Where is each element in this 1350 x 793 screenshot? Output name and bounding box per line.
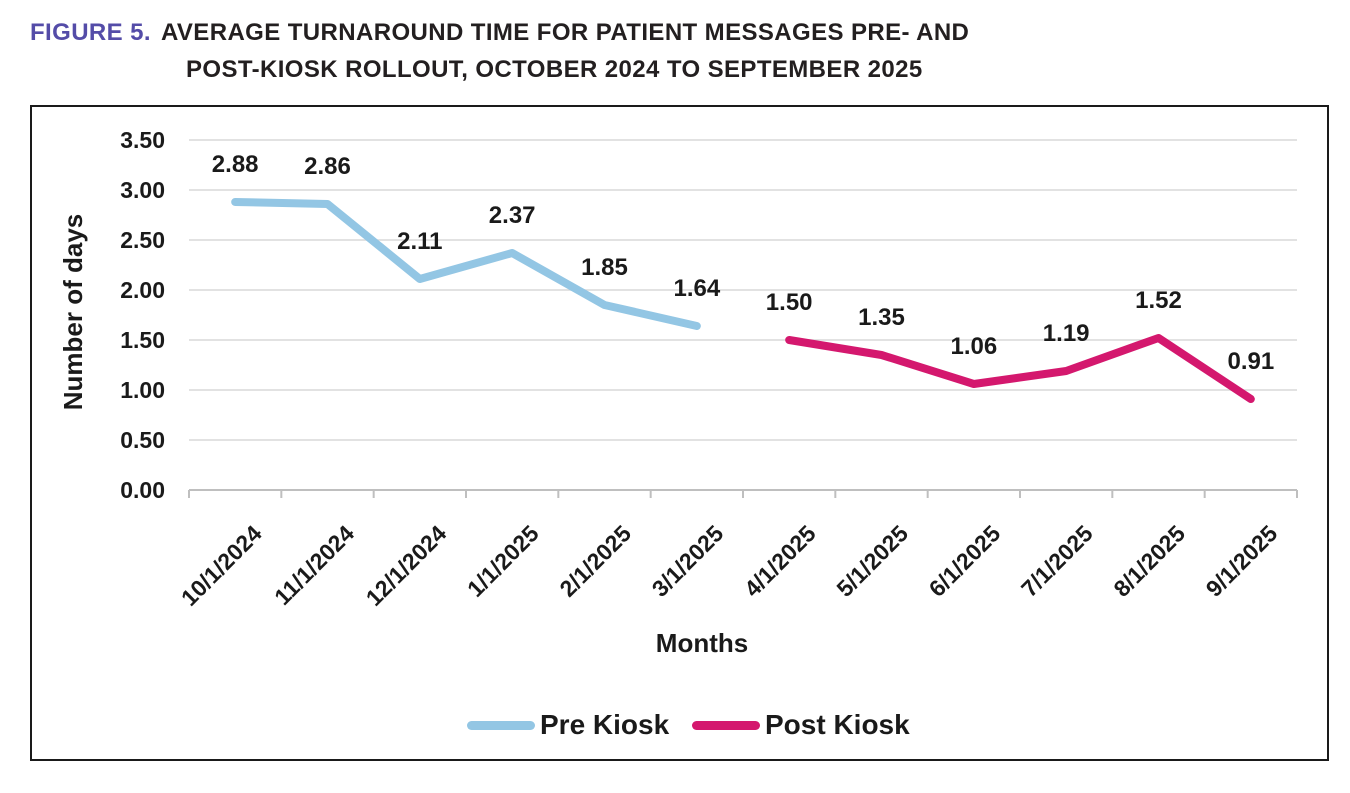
data-point-label: 0.91 <box>1227 348 1274 375</box>
figure-title-text: AVERAGE TURNAROUND TIME FOR PATIENT MESS… <box>160 19 970 46</box>
data-point-label: 1.35 <box>858 304 905 331</box>
data-point-label: 2.88 <box>212 151 259 178</box>
x-tick-label: 1/1/2025 <box>462 520 544 602</box>
x-tick-label: 7/1/2025 <box>1016 520 1098 602</box>
y-tick-label: 1.50 <box>120 327 165 353</box>
x-tick-label: 6/1/2025 <box>924 520 1006 602</box>
x-tick-label: 12/1/2024 <box>361 520 452 611</box>
x-axis-title: Months <box>656 628 748 658</box>
y-tick-label: 3.50 <box>120 127 165 153</box>
x-tick-label: 3/1/2025 <box>647 520 729 602</box>
chart-frame: 0.00 0.50 1.00 1.50 2.00 2.50 3.00 3.50 Number o… <box>30 105 1329 761</box>
y-tick-label: 2.00 <box>120 277 165 303</box>
y-tick-label: 1.00 <box>120 377 165 403</box>
data-point-label: 1.19 <box>1043 320 1090 347</box>
data-point-label: 1.64 <box>673 275 720 302</box>
x-tick-label: 10/1/2024 <box>176 520 267 611</box>
y-axis-title: Number of days <box>58 214 88 411</box>
figure-title-line1: FIGURE 5. AVERAGE TURNAROUND TIME FOR PAT… <box>30 14 969 51</box>
data-point-label: 1.52 <box>1135 287 1182 314</box>
figure-label: FIGURE 5. <box>30 19 151 46</box>
data-point-label: 1.06 <box>950 333 997 360</box>
legend-swatch-post-kiosk <box>692 721 760 730</box>
data-point-label: 2.86 <box>304 153 351 180</box>
data-point-label: 1.50 <box>766 289 813 316</box>
series-line-pre-kiosk <box>231 198 701 330</box>
y-tick-label: 0.50 <box>120 427 165 453</box>
y-tick-label: 0.00 <box>120 477 165 503</box>
y-tick-label: 2.50 <box>120 227 165 253</box>
series-line-post-kiosk <box>785 334 1255 403</box>
legend-swatch-pre-kiosk <box>467 721 535 730</box>
figure-title-line2: POST-KIOSK ROLLOUT, OCTOBER 2024 TO SEPT… <box>186 56 923 83</box>
x-tick-label: 9/1/2025 <box>1201 520 1283 602</box>
x-tick-label: 11/1/2024 <box>269 520 359 610</box>
x-tick-label: 8/1/2025 <box>1108 520 1190 602</box>
x-tick-label: 2/1/2025 <box>554 520 636 602</box>
data-point-label: 2.37 <box>489 202 536 229</box>
y-tick-label: 3.00 <box>120 177 165 203</box>
figure-title: FIGURE 5. AVERAGE TURNAROUND TIME FOR PAT… <box>30 14 969 88</box>
data-point-label: 2.11 <box>397 228 442 255</box>
legend-label-post-kiosk: Post Kiosk <box>765 709 910 740</box>
data-point-label: 1.85 <box>581 254 628 281</box>
legend-label-pre-kiosk: Pre Kiosk <box>540 709 670 740</box>
x-tick-label: 5/1/2025 <box>831 520 913 602</box>
x-tick-label: 4/1/2025 <box>739 520 821 602</box>
line-chart: 0.00 0.50 1.00 1.50 2.00 2.50 3.00 3.50 Number o… <box>58 127 1298 740</box>
